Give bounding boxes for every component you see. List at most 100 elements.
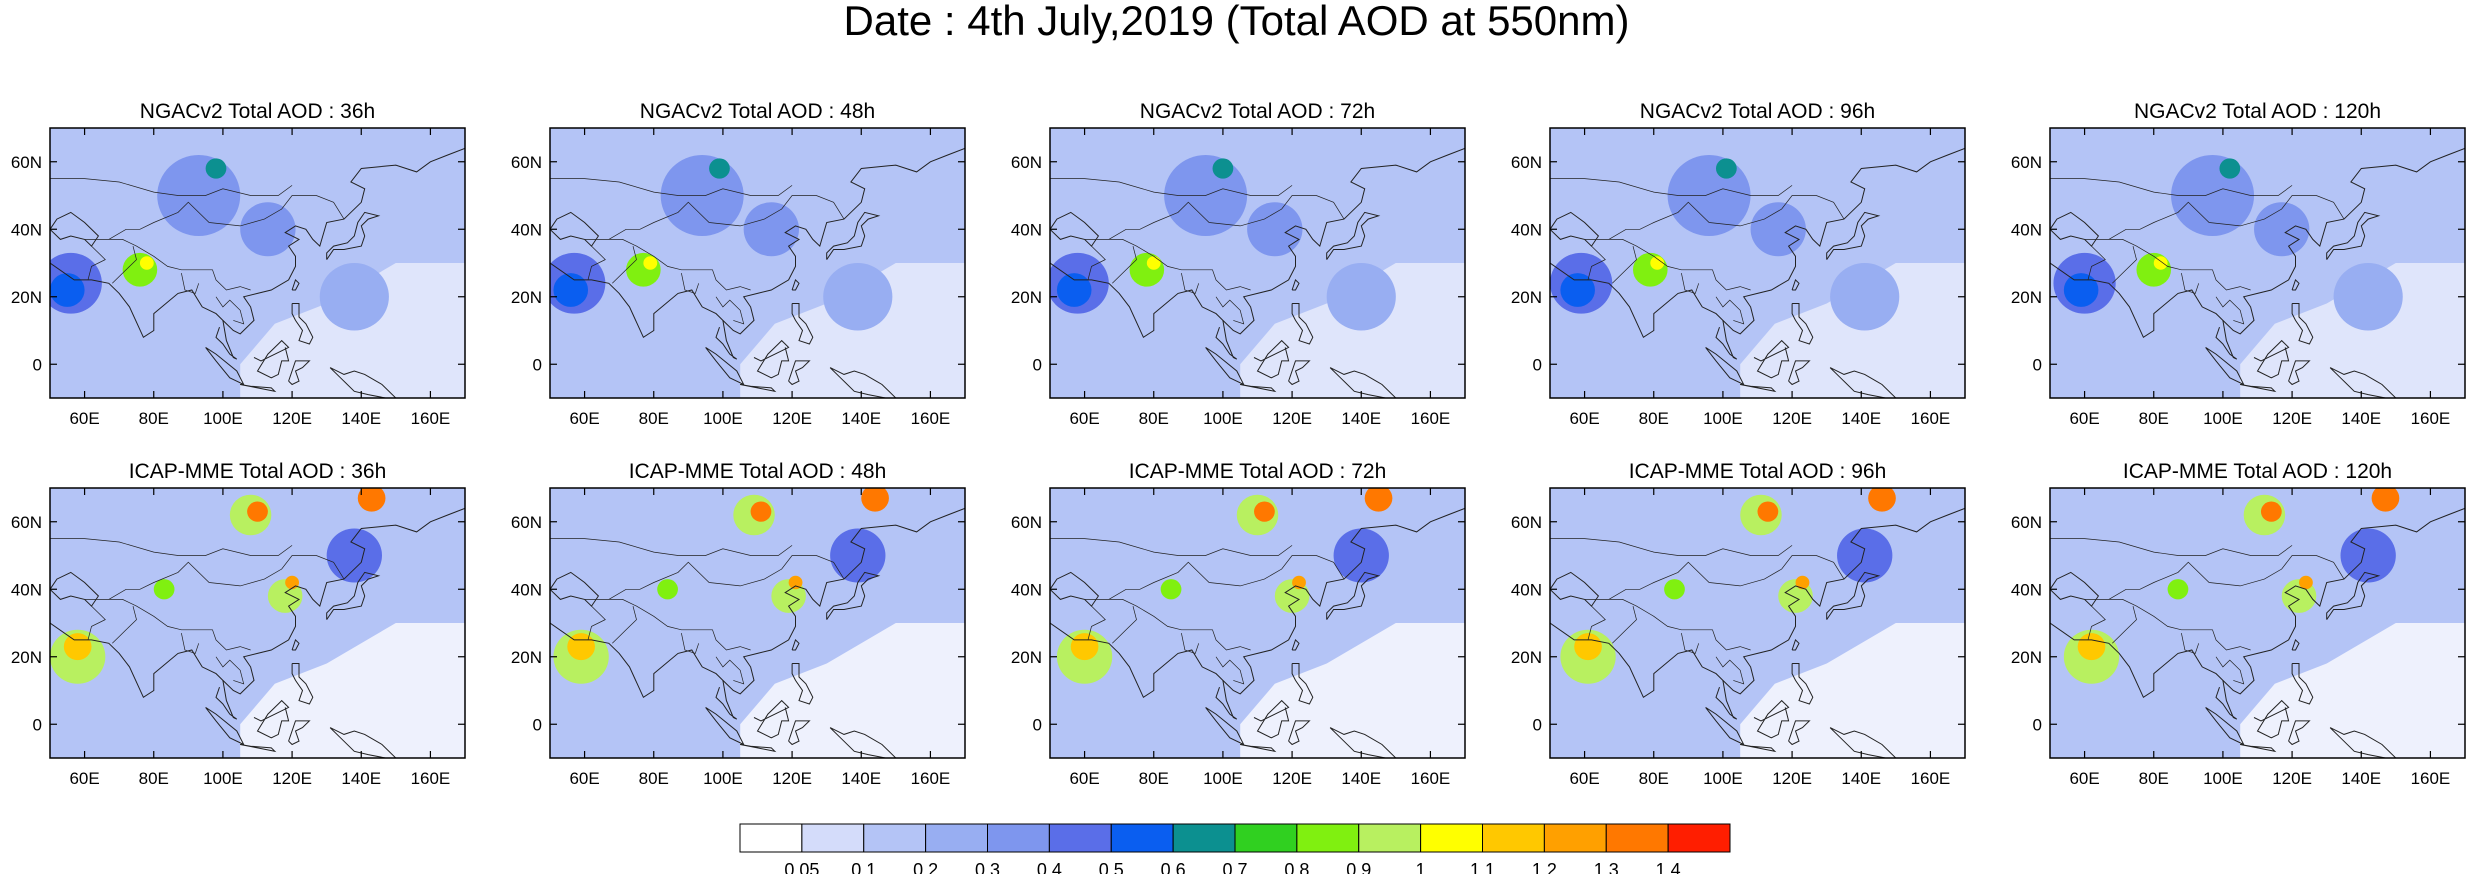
coastline: [550, 507, 965, 699]
map-panel: ICAP-MME Total AOD : 36h 60N 40N 20N 0 60E 80E…: [11, 460, 466, 788]
aod-plume: [823, 263, 893, 331]
lon-tick-label: 120E: [272, 409, 312, 428]
lat-tick-label: 0: [33, 355, 42, 374]
coastline: [288, 360, 311, 386]
lon-tick-label: 100E: [203, 769, 243, 788]
coastline: [550, 147, 965, 339]
aod-plume: [122, 252, 158, 287]
coastline: [1753, 339, 1790, 379]
aod-plume: [1247, 202, 1303, 257]
border-line: [1715, 656, 1745, 685]
border-line: [1584, 599, 1751, 651]
aod-field: [1550, 488, 1965, 758]
aod-plume: [50, 273, 85, 307]
border-line: [681, 633, 700, 654]
coastline: [791, 663, 814, 705]
low-aod-region: [240, 623, 465, 758]
aod-plume: [2333, 263, 2403, 331]
aod-plume: [2167, 579, 2189, 600]
panel-title: ICAP-MME Total AOD : 120h: [2123, 460, 2392, 483]
aod-field: [50, 488, 465, 758]
coastline: [50, 211, 100, 247]
border-line: [1587, 245, 1606, 280]
map-panel: NGACv2 Total AOD : 96h 60N 40N 20N 0 60E 80E 10…: [1511, 100, 1966, 428]
coastline: [1715, 680, 1738, 720]
lon-tick-label: 100E: [703, 409, 743, 428]
lon-tick-label: 60E: [569, 769, 599, 788]
coastline: [1050, 211, 1100, 247]
coastline: [240, 384, 277, 393]
coastline: [2240, 384, 2277, 393]
lon-tick-label: 100E: [703, 769, 743, 788]
low-aod-region: [240, 263, 465, 398]
coastline: [1705, 706, 1745, 746]
border-line: [1181, 273, 1200, 294]
aod-plume: [1837, 528, 1893, 583]
lon-tick-label: 80E: [1639, 769, 1669, 788]
lon-tick-label: 140E: [1841, 409, 1881, 428]
coastline: [329, 367, 397, 398]
coastline: [1791, 278, 1800, 291]
border-line: [108, 555, 345, 600]
low-aod-region: [740, 263, 965, 398]
panel-title: NGACv2 Total AOD : 120h: [2134, 100, 2381, 123]
panel-frame: [1549, 487, 1966, 759]
colorbar-label: 1.4: [1656, 860, 1681, 874]
lon-tick-label: 140E: [1341, 409, 1381, 428]
coastline: [1253, 339, 1290, 379]
coastline: [1788, 360, 1811, 386]
lon-tick-label: 100E: [2203, 769, 2243, 788]
aod-plume: [205, 158, 227, 179]
colorbar-swatch: [1605, 823, 1669, 853]
colorbar-swatch: [1296, 823, 1360, 853]
panel-frame: [549, 127, 966, 399]
lon-tick-label: 60E: [69, 769, 99, 788]
coastline: [1329, 367, 1397, 398]
lon-tick-label: 80E: [1639, 409, 1669, 428]
coastline: [788, 720, 811, 746]
map-panel: ICAP-MME Total AOD : 120h 60N 40N 20N 0 60E 80…: [2011, 460, 2466, 788]
lat-tick-label: 40N: [1011, 580, 1042, 599]
aod-plume: [1326, 263, 1396, 331]
panel-title: NGACv2 Total AOD : 96h: [1640, 100, 1875, 123]
lon-tick-label: 120E: [1772, 409, 1812, 428]
colorbar-swatch: [1543, 823, 1607, 853]
coastline: [826, 571, 881, 620]
aod-plume: [1716, 158, 1737, 179]
coastline: [291, 278, 300, 291]
panel-title: ICAP-MME Total AOD : 36h: [129, 460, 387, 483]
coastline: [329, 727, 397, 758]
aod-plume: [1757, 501, 1779, 522]
panel-frame: [49, 127, 466, 399]
colorbar-swatch: [925, 823, 988, 853]
aod-plume: [1868, 488, 1896, 512]
aod-plume: [2136, 252, 2172, 287]
border-line: [1050, 538, 1293, 556]
lon-tick-label: 140E: [841, 769, 881, 788]
lat-tick-label: 20N: [2011, 288, 2042, 307]
lat-tick-label: 20N: [1511, 648, 1542, 667]
lon-tick-label: 120E: [772, 769, 812, 788]
coastline: [215, 320, 238, 360]
coastline: [2050, 571, 2100, 607]
lat-tick-label: 40N: [1511, 220, 1542, 239]
panel-title: ICAP-MME Total AOD : 48h: [629, 460, 887, 483]
border-line: [584, 239, 751, 291]
aod-plume: [1333, 528, 1389, 583]
coastline: [50, 507, 465, 699]
border-line: [608, 555, 845, 600]
colorbar-label: 0.5: [1099, 860, 1124, 874]
panel-frame: [549, 487, 966, 759]
panel-frame: [1549, 127, 1966, 399]
border-line: [1108, 555, 1345, 600]
figure-title: Date : 4th July,2019 (Total AOD at 550nm…: [843, 0, 1630, 44]
lon-tick-label: 60E: [1569, 769, 1599, 788]
border-line: [612, 246, 637, 284]
border-line: [681, 273, 700, 294]
lat-tick-label: 20N: [511, 648, 542, 667]
aod-plume: [1070, 633, 1099, 661]
colorbar-label: 1.1: [1470, 860, 1495, 874]
coastline: [2291, 638, 2300, 651]
colorbar-label: 1.2: [1532, 860, 1557, 874]
aod-plume: [2153, 256, 2168, 270]
